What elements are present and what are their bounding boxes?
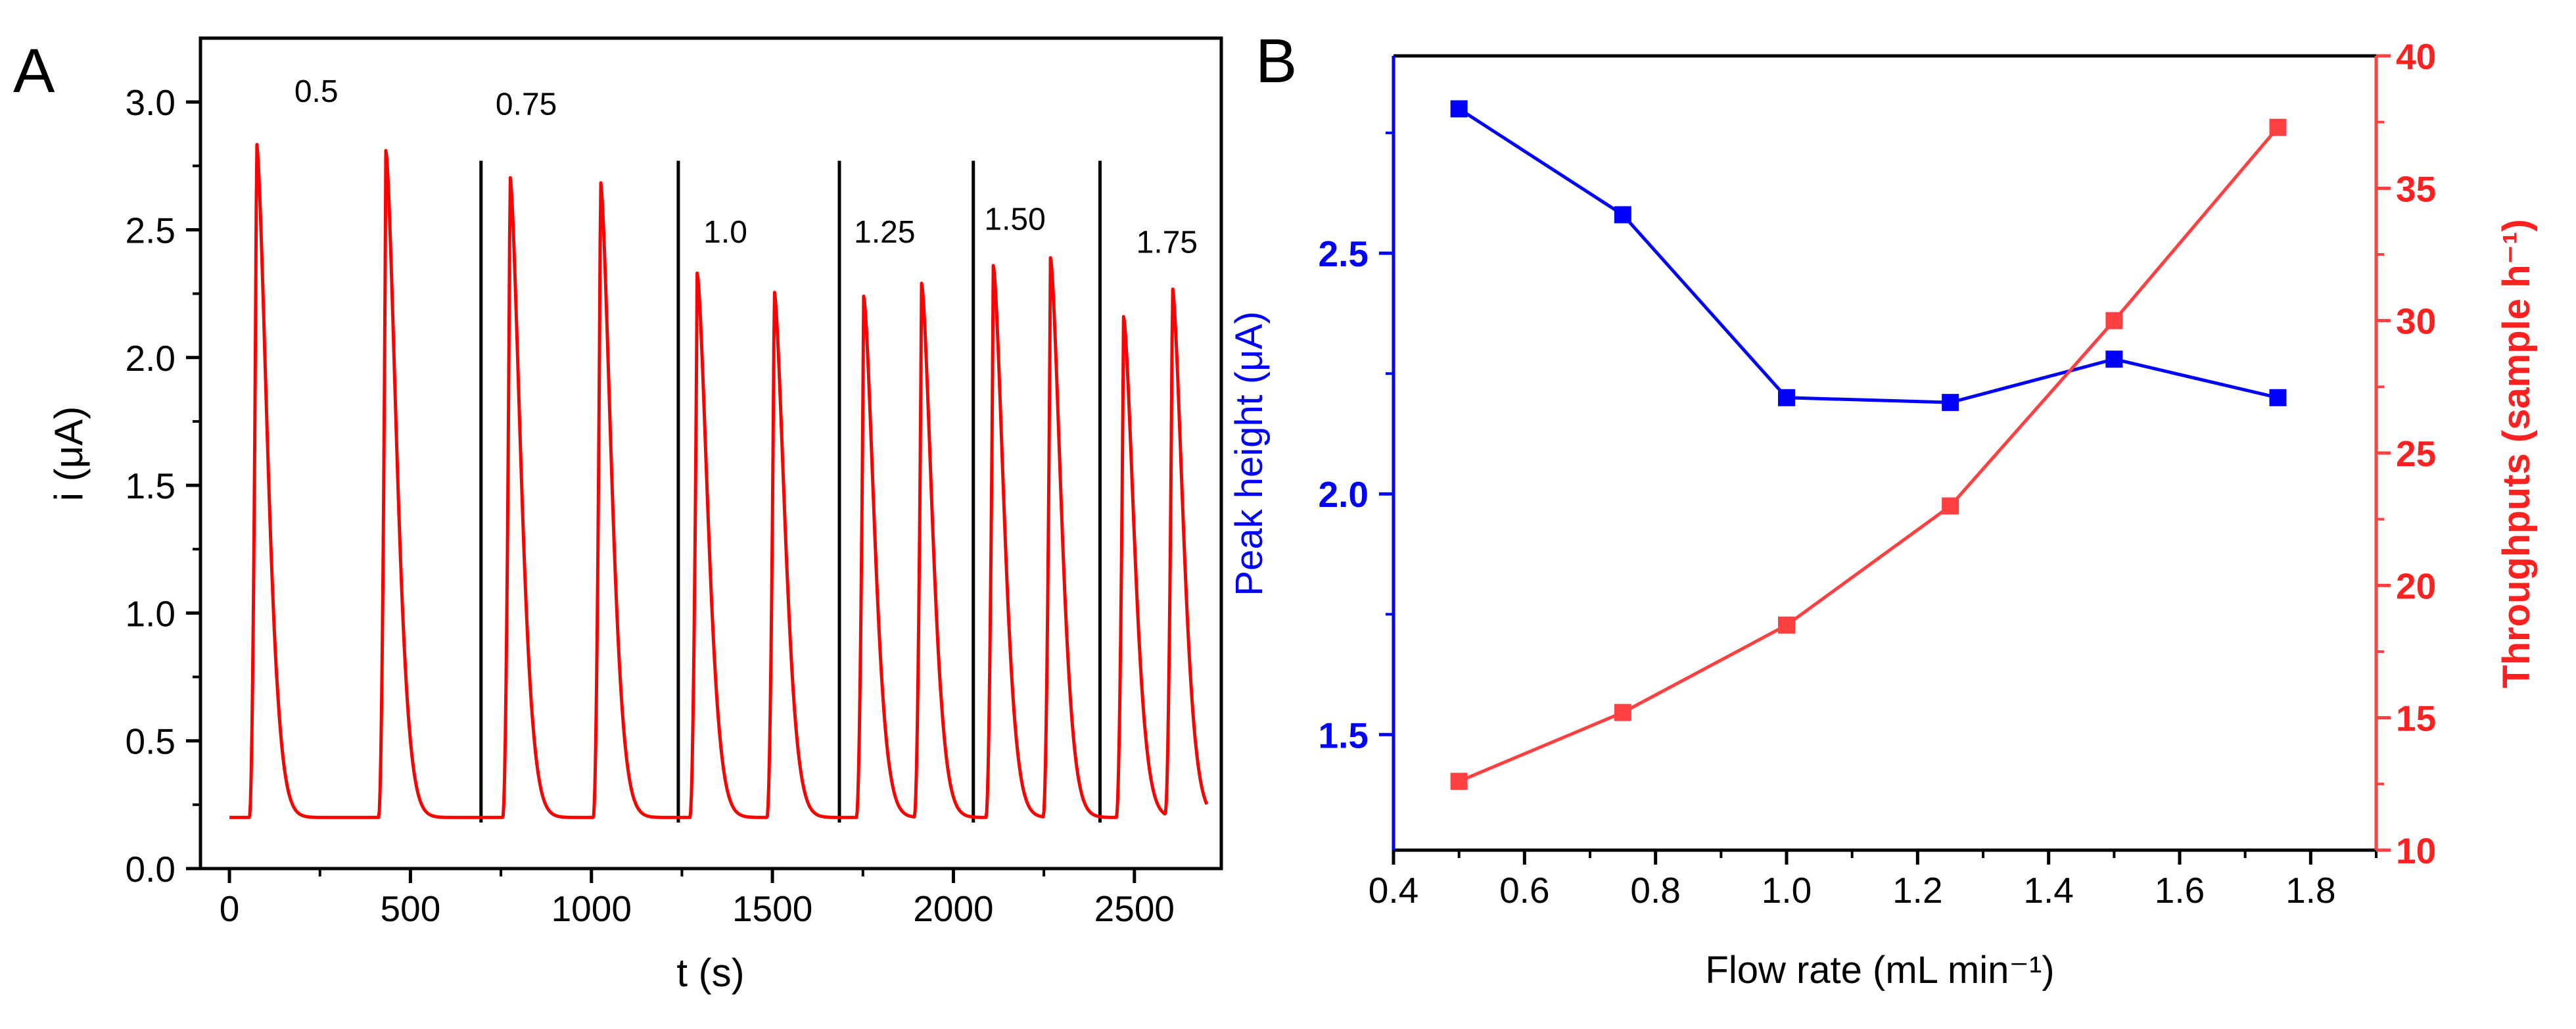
- series-markers: [1450, 100, 2287, 790]
- x-tick-label: 1.8: [2285, 870, 2335, 911]
- x-tick-label: 500: [381, 888, 441, 929]
- panel-b: B 0.4 0.6 0.8 1.0 1.2 1.4 1.6 1.8 1.52.02.5 101…: [1228, 26, 2538, 992]
- right-axis-label: Throughputs (sample h⁻¹): [2495, 219, 2538, 688]
- x-axis-ticks: 0 500 1000 1500 2000 2500: [220, 869, 1175, 929]
- peak-height-point: [2269, 389, 2287, 406]
- throughputs-point: [1942, 497, 1959, 515]
- panel-b-label: B: [1255, 26, 1297, 96]
- y-tick-label: 2.0: [126, 338, 176, 379]
- x-tick-label: 0: [220, 888, 240, 929]
- y-axis-label: i (μA): [47, 406, 91, 502]
- series-line-throughputs: [1458, 126, 2280, 783]
- segment-label: 1.75: [1136, 225, 1198, 260]
- x-tick-label: 1.2: [1892, 870, 1942, 911]
- left-tick-label: 2.0: [1319, 474, 1369, 515]
- current-trace: [228, 143, 1209, 819]
- segment-separators: [479, 160, 1102, 823]
- x-tick-label: 1500: [732, 888, 812, 929]
- y-axis-ticks: 0.0 0.5 1.0 1.5 2.0 2.5 3.0: [126, 82, 200, 890]
- segment-label: 0.5: [294, 74, 339, 109]
- right-tick-label: 40: [2396, 36, 2436, 77]
- series-line-peak-height: [1458, 107, 2279, 404]
- panel-a-label: A: [13, 36, 55, 106]
- segment-label: 1.0: [703, 215, 747, 250]
- segment-label: 1.25: [854, 215, 915, 250]
- segment-label: 0.75: [496, 87, 557, 122]
- right-tick-label: 30: [2396, 301, 2436, 342]
- y-tick-label: 0.5: [126, 721, 176, 762]
- y-tick-label: 1.5: [126, 466, 176, 506]
- x-tick-label: 1.4: [2023, 870, 2073, 911]
- x-axis-label: Flow rate (mL min⁻¹): [1705, 949, 2054, 992]
- left-axis-ticks: 1.5 2.0 2.5: [1319, 132, 1393, 755]
- x-tick-label: 1.0: [1762, 870, 1812, 911]
- left-tick-label: 1.5: [1319, 715, 1369, 755]
- peak-height-point: [1450, 100, 1468, 118]
- y-tick-label: 0.0: [126, 849, 176, 890]
- x-tick-label: 0.4: [1369, 870, 1418, 911]
- throughputs-point: [2105, 312, 2123, 329]
- throughputs-point: [1450, 773, 1468, 790]
- y-tick-label: 3.0: [126, 82, 176, 123]
- peak-height-point: [1614, 206, 1631, 224]
- throughputs-point: [1778, 616, 1795, 634]
- right-tick-label: 35: [2396, 168, 2436, 209]
- x-tick-label: 1000: [551, 888, 632, 929]
- x-tick-label: 2500: [1094, 888, 1175, 929]
- right-tick-label: 15: [2396, 698, 2436, 739]
- x-tick-label: 2000: [913, 888, 993, 929]
- right-tick-label: 20: [2396, 565, 2436, 606]
- y-tick-label: 2.5: [126, 210, 176, 251]
- peak-height-point: [1778, 389, 1795, 406]
- segment-labels: 0.5 0.75 1.0 1.25 1.50 1.75: [294, 74, 1198, 260]
- x-axis-ticks: 0.4 0.6 0.8 1.0 1.2 1.4 1.6 1.8: [1369, 850, 2377, 911]
- right-axis-ticks: 10 15 20 25 30 35 40: [2376, 36, 2436, 871]
- segment-label: 1.50: [984, 202, 1045, 237]
- x-tick-label: 1.6: [2155, 870, 2205, 911]
- throughputs-point: [1614, 704, 1631, 721]
- throughputs-point: [2269, 118, 2287, 136]
- x-axis-label: t (s): [676, 951, 744, 995]
- plot-frame-a: [199, 36, 1223, 871]
- left-axis-label: Peak height (μA): [1228, 311, 1271, 596]
- peak-height-point: [1942, 394, 1959, 412]
- left-tick-label: 2.5: [1319, 233, 1369, 274]
- right-tick-label: 25: [2396, 433, 2436, 474]
- right-tick-label: 10: [2396, 830, 2436, 871]
- peak-height-point: [2105, 350, 2123, 368]
- panel-a: A 0 500 1000 1500 2000 2500 0.0 0.5 1.0 1.5 2.0 2.…: [13, 36, 1223, 995]
- y-tick-label: 1.0: [126, 593, 176, 634]
- x-tick-label: 0.6: [1499, 870, 1549, 911]
- x-tick-label: 0.8: [1630, 870, 1680, 911]
